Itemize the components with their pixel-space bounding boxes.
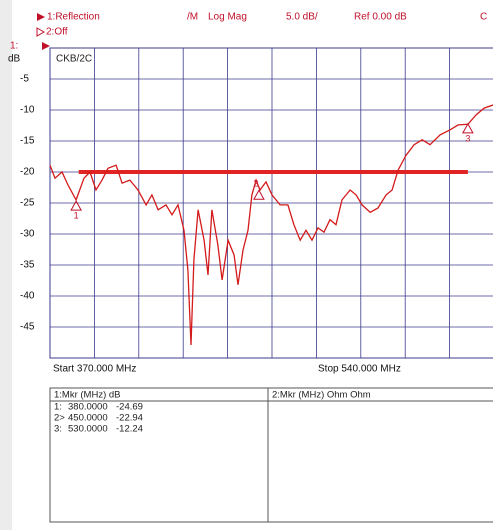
y-tick-label: -35: [20, 260, 35, 271]
trace2-label: 2:Off: [46, 27, 68, 38]
marker-row-prefix: 1:: [54, 402, 62, 413]
axis-channel: 1:: [10, 41, 18, 52]
y-tick-label: -20: [20, 167, 35, 178]
y-tick-label: -15: [20, 136, 35, 147]
trace2-arrow: [36, 27, 46, 37]
marker-row-freq: 530.0000: [68, 424, 108, 435]
marker-number: 3: [465, 133, 470, 143]
format-label: Log Mag: [208, 12, 247, 23]
marker-row-prefix: 3:: [54, 424, 62, 435]
marker-table: [49, 387, 493, 523]
marker-row-value: -22.94: [116, 413, 143, 424]
ref-arrow: [42, 42, 50, 50]
trace-line: [49, 104, 493, 346]
scale-label: 5.0 dB/: [286, 12, 318, 23]
marker-row-freq: 450.0000: [68, 413, 108, 424]
y-tick-label: -30: [20, 229, 35, 240]
format-prefix: /M: [187, 12, 198, 23]
stop-label: Stop 540.000 MHz: [318, 364, 401, 375]
marker-triangle: [70, 200, 82, 211]
y-tick-label: -40: [20, 291, 35, 302]
y-tick-label: -45: [20, 322, 35, 333]
extra-label: C: [480, 12, 487, 23]
y-tick-label: -5: [20, 74, 29, 85]
table-left-header: 1:Mkr (MHz) dB: [54, 390, 121, 401]
marker-number: 1: [74, 210, 79, 220]
marker-row-prefix: 2>: [54, 413, 65, 424]
marker-triangle: [462, 122, 474, 134]
marker-number: 2: [253, 179, 258, 189]
marker-row-freq: 380.0000: [68, 402, 108, 413]
trace-label: CKB/2C: [56, 54, 92, 65]
y-unit: dB: [8, 54, 21, 65]
active-trace-arrow: [37, 13, 45, 21]
start-label: Start 370.000 MHz: [53, 364, 136, 375]
marker-triangle: [253, 189, 265, 200]
ref-label: Ref 0.00 dB: [354, 12, 407, 23]
marker-row-value: -24.69: [116, 402, 143, 413]
y-tick-label: -10: [20, 105, 35, 116]
trace1-label: 1:Reflection: [47, 12, 100, 23]
y-tick-label: -25: [20, 198, 35, 209]
table-right-header: 2:Mkr (MHz) Ohm Ohm: [272, 390, 371, 401]
marker-row-value: -12.24: [116, 424, 143, 435]
